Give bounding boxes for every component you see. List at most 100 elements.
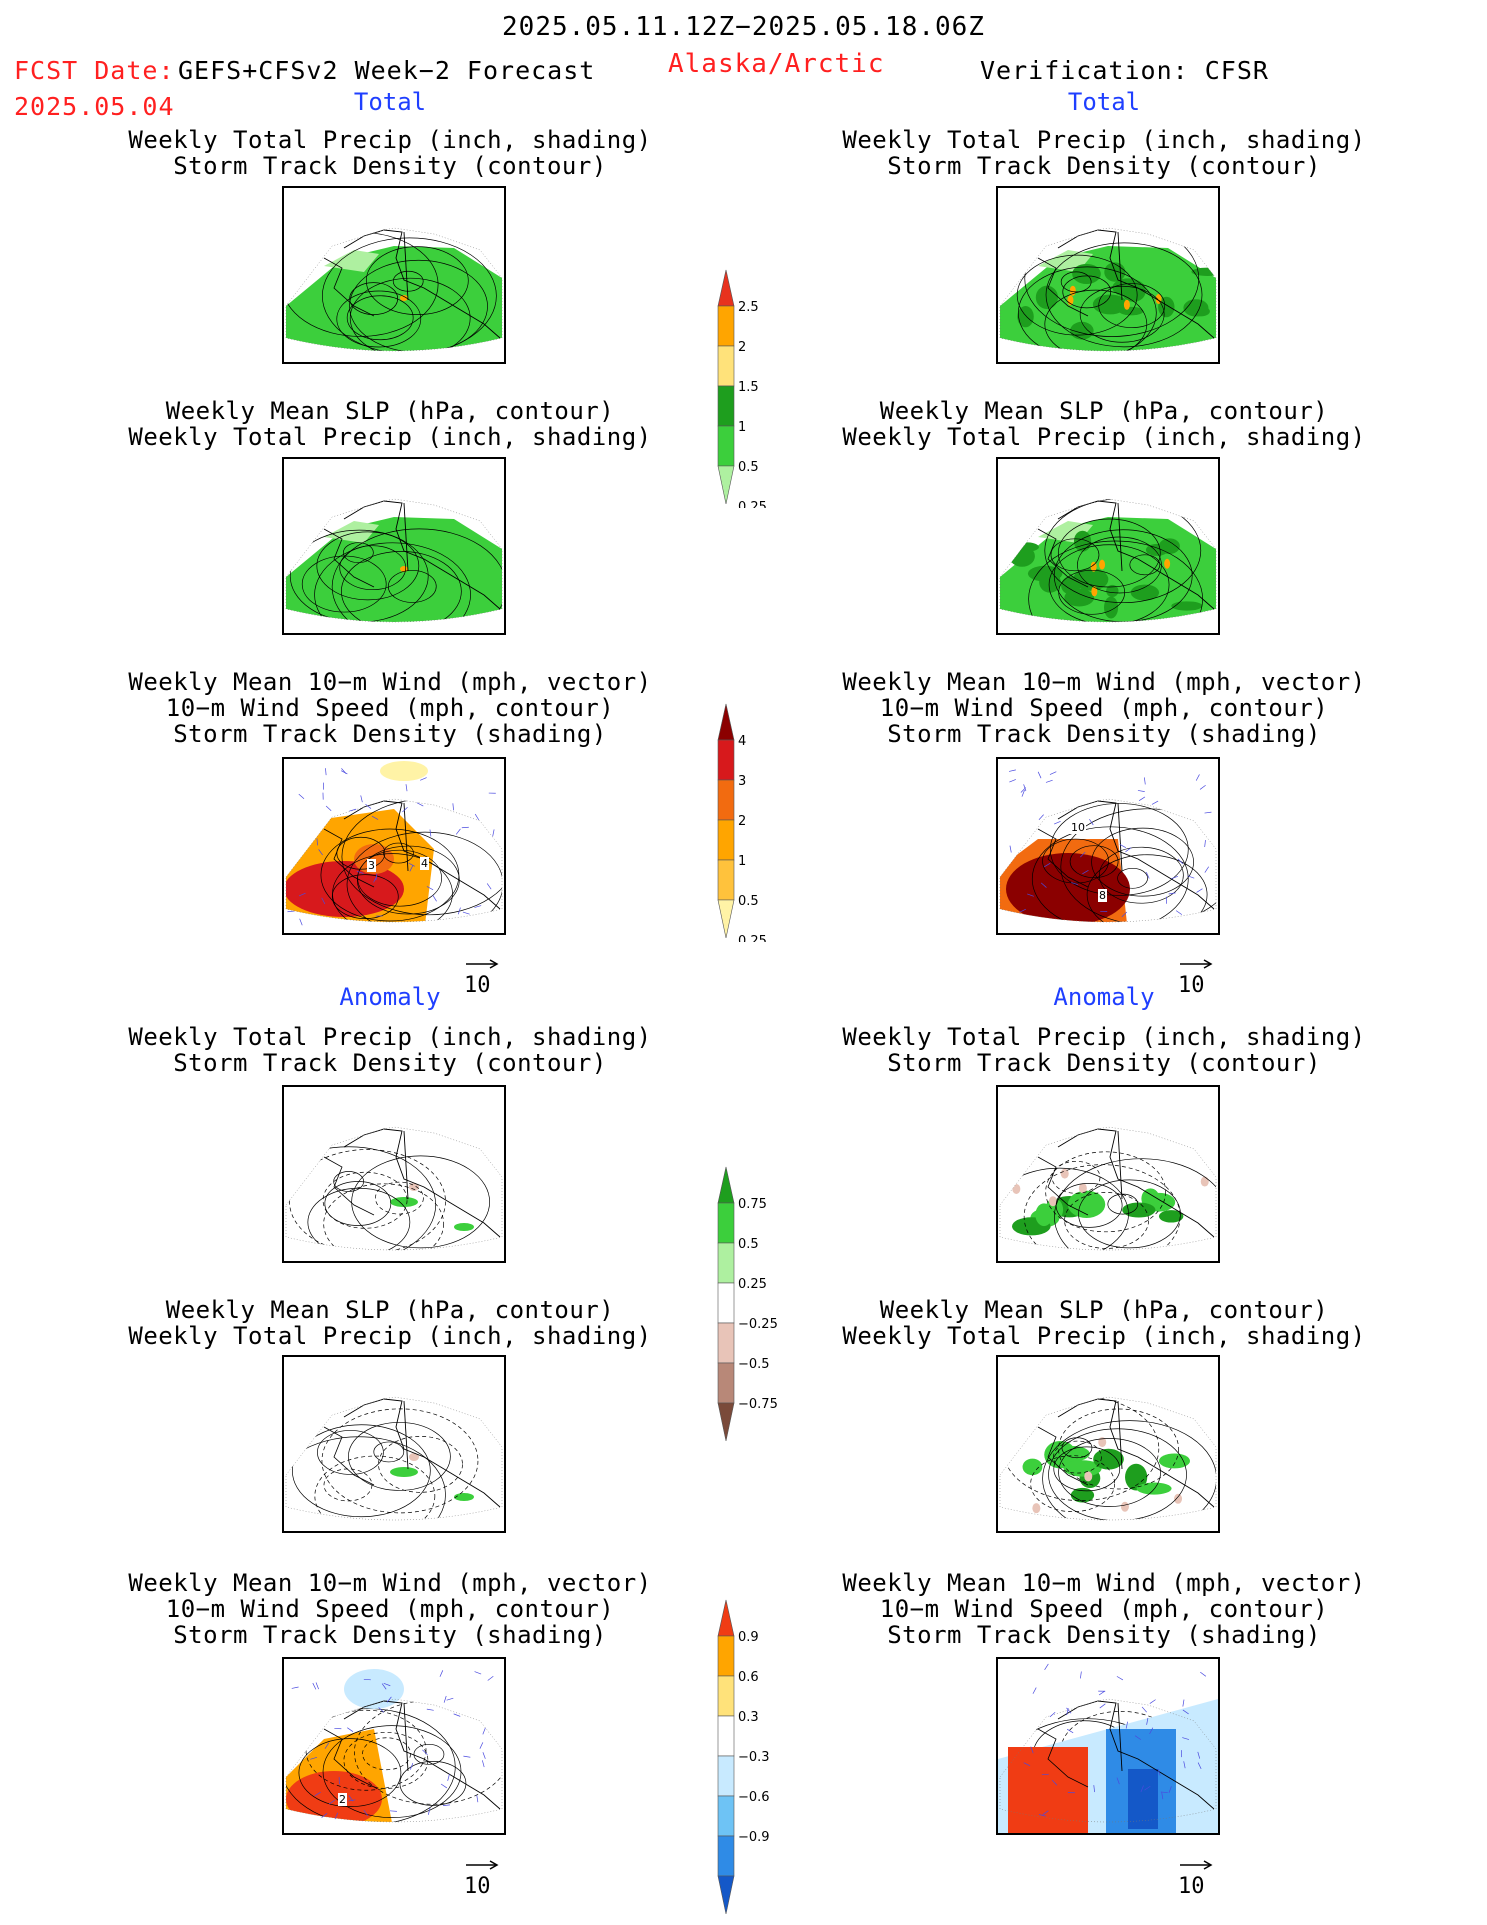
colorbar-svg: 0.9 0.6 0.3 −0.3 −0.6 −0.9 bbox=[717, 1599, 770, 1915]
map-canvas bbox=[285, 227, 503, 352]
colorbar-track-density-anomaly: 0.9 0.6 0.3 −0.3 −0.6 −0.9 bbox=[716, 1598, 806, 1922]
colorbar-label: 0.5 bbox=[738, 460, 759, 475]
contour-label: 2 bbox=[338, 1793, 347, 1806]
caption-line: 10−m Wind Speed (mph, contour) bbox=[165, 694, 615, 722]
colorbar-segment bbox=[717, 819, 735, 861]
colorbar-label: 1 bbox=[738, 420, 746, 435]
map-canvas bbox=[999, 769, 1217, 923]
colorbar-label: −0.5 bbox=[738, 1357, 770, 1372]
colorbar-label: −0.3 bbox=[738, 1750, 770, 1765]
colorbar-precip-total: 2.5 2 1.5 1 0.5 0.25 bbox=[716, 268, 806, 515]
caption-precip-track: Weekly Total Precip (inch, shading) Stor… bbox=[90, 127, 690, 179]
caption-line: Storm Track Density (contour) bbox=[887, 1049, 1321, 1077]
colorbar-label: 2 bbox=[738, 814, 746, 829]
map-obs-total-slp-precip bbox=[996, 457, 1220, 635]
colorbar-label: −0.25 bbox=[738, 1317, 778, 1332]
caption-wind-track: Weekly Mean 10−m Wind (mph, vector) 10−m… bbox=[804, 669, 1404, 747]
caption-line: 10−m Wind Speed (mph, contour) bbox=[879, 1595, 1329, 1623]
caption-wind-track: Weekly Mean 10−m Wind (mph, vector) 10−m… bbox=[90, 1570, 690, 1648]
caption-line: Weekly Mean 10−m Wind (mph, vector) bbox=[842, 668, 1366, 696]
caption-line: 10−m Wind Speed (mph, contour) bbox=[165, 1595, 615, 1623]
map-fcst-anom-wind-track: 2 bbox=[282, 1657, 506, 1835]
map-canvas bbox=[999, 1126, 1217, 1251]
colorbar-segment bbox=[717, 779, 735, 821]
colorbar-segment bbox=[717, 345, 735, 387]
verification-label: Verification: CFSR bbox=[980, 56, 1269, 85]
colorbar-segment bbox=[717, 1202, 735, 1244]
colorbar-label: 1 bbox=[738, 854, 746, 869]
caption-line: Weekly Total Precip (inch, shading) bbox=[842, 1023, 1366, 1051]
map-canvas bbox=[999, 498, 1217, 623]
caption-line: Storm Track Density (shading) bbox=[173, 1621, 607, 1649]
colorbar-segment bbox=[717, 859, 735, 901]
map-fcst-total-wind-track: 3 4 bbox=[282, 757, 506, 935]
map-canvas bbox=[285, 498, 503, 623]
colorbar-svg: 0.75 0.5 0.25 −0.25 −0.5 −0.75 bbox=[717, 1166, 778, 1442]
colorbar-segment bbox=[717, 1322, 735, 1364]
caption-wind-track: Weekly Mean 10−m Wind (mph, vector) 10−m… bbox=[90, 669, 690, 747]
arrow-right-icon bbox=[1180, 1860, 1213, 1870]
colorbar-segment bbox=[717, 1795, 735, 1837]
fcst-model: GEFS+CFSv2 Week−2 Forecast bbox=[178, 56, 596, 85]
colorbar-segment bbox=[717, 269, 735, 307]
colorbar-label: 0.25 bbox=[738, 934, 767, 942]
map-obs-anom-precip-track bbox=[996, 1085, 1220, 1263]
colorbar-segment bbox=[717, 1635, 735, 1677]
section-total-left: Total bbox=[353, 88, 427, 116]
caption-line: 10−m Wind Speed (mph, contour) bbox=[879, 694, 1329, 722]
colorbar-label: 4 bbox=[738, 734, 746, 749]
colorbar-label: 3 bbox=[738, 774, 746, 789]
caption-line: Weekly Mean 10−m Wind (mph, vector) bbox=[128, 1569, 652, 1597]
caption-line: Weekly Total Precip (inch, shading) bbox=[128, 1023, 652, 1051]
region-title: Alaska/Arctic bbox=[668, 49, 885, 79]
caption-line: Weekly Mean SLP (hPa, contour) bbox=[879, 397, 1329, 425]
vector-reference: 10 bbox=[1178, 1853, 1214, 1899]
vector-reference: 10 bbox=[464, 952, 500, 998]
map-canvas bbox=[999, 227, 1217, 352]
caption-precip-track: Weekly Total Precip (inch, shading) Stor… bbox=[90, 1024, 690, 1076]
colorbar-precip-anomaly: 0.75 0.5 0.25 −0.25 −0.5 −0.75 bbox=[716, 1165, 806, 1449]
caption-line: Weekly Mean 10−m Wind (mph, vector) bbox=[128, 668, 652, 696]
colorbar-label: −0.75 bbox=[738, 1397, 778, 1412]
colorbar-label: 1.5 bbox=[738, 380, 759, 395]
map-fcst-anom-slp-precip bbox=[282, 1355, 506, 1533]
caption-precip-track: Weekly Total Precip (inch, shading) Stor… bbox=[804, 127, 1404, 179]
colorbar-label: 0.6 bbox=[738, 1670, 759, 1685]
vector-reference-value: 10 bbox=[1178, 1874, 1205, 1899]
colorbar-segment bbox=[717, 1242, 735, 1284]
arrow-right-icon bbox=[466, 959, 499, 969]
map-canvas bbox=[285, 1126, 503, 1251]
caption-line: Storm Track Density (contour) bbox=[173, 152, 607, 180]
colorbar-label: 0.5 bbox=[738, 894, 759, 909]
caption-wind-track: Weekly Mean 10−m Wind (mph, vector) 10−m… bbox=[804, 1570, 1404, 1648]
colorbar-svg: 4 3 2 1 0.5 0.25 bbox=[717, 703, 767, 949]
colorbar-segment bbox=[717, 1402, 735, 1442]
map-fcst-anom-precip-track bbox=[282, 1085, 506, 1263]
vector-reference-value: 10 bbox=[464, 973, 491, 998]
colorbar-label: 2.5 bbox=[738, 300, 759, 315]
colorbar-label: 0.3 bbox=[738, 1710, 759, 1725]
colorbar-segment bbox=[717, 1675, 735, 1717]
caption-line: Weekly Mean SLP (hPa, contour) bbox=[879, 1296, 1329, 1324]
colorbar-segment bbox=[717, 1166, 735, 1204]
colorbar-segment bbox=[717, 425, 735, 467]
section-total-right: Total bbox=[1067, 88, 1141, 116]
map-fcst-total-precip-track bbox=[282, 186, 506, 364]
colorbar-segment bbox=[717, 1875, 735, 1915]
caption-line: Storm Track Density (shading) bbox=[887, 720, 1321, 748]
vector-reference: 10 bbox=[464, 1853, 500, 1899]
colorbar-segment bbox=[717, 1835, 735, 1877]
map-obs-anom-slp-precip bbox=[996, 1355, 1220, 1533]
colorbar-label: 0.25 bbox=[738, 500, 767, 508]
colorbar-label: 0.25 bbox=[738, 1277, 767, 1292]
caption-line: Weekly Total Precip (inch, shading) bbox=[128, 126, 652, 154]
section-anomaly-right: Anomaly bbox=[1053, 983, 1155, 1011]
colorbar-segment bbox=[717, 1599, 735, 1637]
caption-line: Weekly Total Precip (inch, shading) bbox=[842, 126, 1366, 154]
vector-reference-value: 10 bbox=[1178, 973, 1205, 998]
colorbar-segment bbox=[717, 1362, 735, 1404]
contour-label: 3 bbox=[367, 859, 376, 872]
valid-period: 2025.05.11.12Z−2025.05.18.06Z bbox=[502, 12, 985, 42]
fcst-date: 2025.05.04 bbox=[14, 92, 175, 121]
caption-line: Weekly Total Precip (inch, shading) bbox=[842, 423, 1366, 451]
